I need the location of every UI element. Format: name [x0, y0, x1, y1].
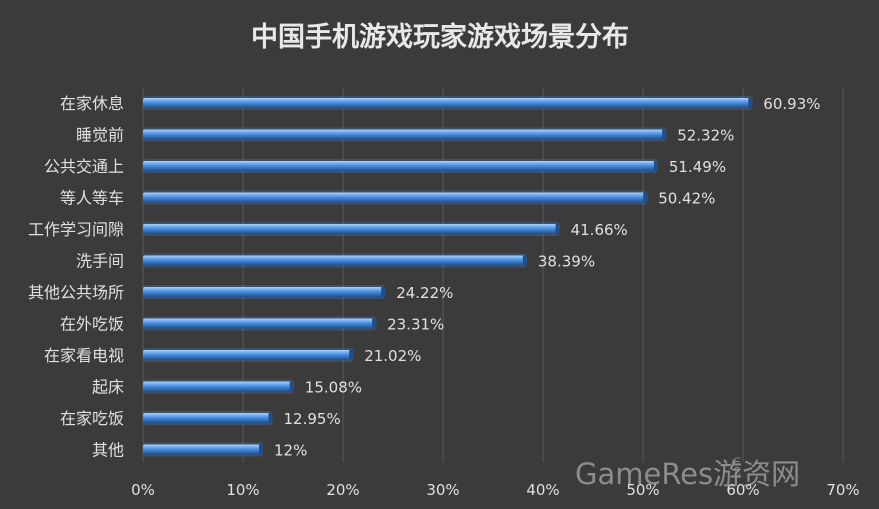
data-label: 12% — [274, 442, 307, 460]
data-label: 52.32% — [677, 127, 734, 145]
bar — [143, 98, 753, 108]
category-labels: 在家休息睡觉前公共交通上等人等车工作学习间隙洗手间其他公共场所在外吃饭在家看电视… — [28, 94, 124, 460]
bar-end-cap — [662, 129, 667, 140]
bar — [143, 444, 263, 455]
watermark-text: GameRes游资网 — [575, 457, 800, 491]
category-label: 工作学习间隙 — [28, 220, 124, 239]
category-label: 公共交通上 — [44, 157, 124, 176]
bar-end-cap — [349, 350, 354, 360]
bar-end-cap — [268, 413, 273, 423]
x-tick-label: 30% — [426, 481, 459, 499]
x-tick-labels: 0% 10% 20% 30% 40% 50% 60% 70% — [131, 481, 860, 499]
bar — [143, 381, 294, 392]
bar-end-cap — [643, 192, 648, 203]
x-tick-label: 10% — [226, 481, 259, 499]
bar — [143, 413, 273, 423]
category-label: 等人等车 — [60, 189, 124, 208]
bar — [143, 318, 377, 329]
bar-end-cap — [653, 161, 658, 171]
category-label: 睡觉前 — [76, 126, 124, 145]
gridlines — [142, 87, 844, 462]
bar — [143, 192, 648, 203]
category-label: 在家看电视 — [44, 346, 124, 365]
category-label: 洗手间 — [76, 252, 124, 271]
x-tick-label: 60% — [726, 481, 759, 499]
bar — [143, 255, 527, 266]
bar-end-cap — [748, 98, 753, 108]
x-tick-label: 40% — [526, 481, 559, 499]
bar-end-cap — [522, 255, 527, 266]
value-labels: 60.93% 52.32% 51.49% 50.42% 41.66% 38.39% 24.2… — [274, 95, 821, 460]
category-label: 其他公共场所 — [28, 283, 124, 302]
bar-end-cap — [289, 381, 294, 392]
watermark-small: com — [732, 457, 743, 478]
data-label: 41.66% — [571, 221, 628, 239]
data-label: 21.02% — [364, 347, 421, 365]
bar-end-cap — [372, 318, 377, 329]
bar — [143, 129, 667, 140]
data-label: 15.08% — [305, 379, 362, 397]
data-label: 23.31% — [387, 316, 444, 334]
bar-end-cap — [555, 224, 560, 234]
data-label: 38.39% — [538, 253, 595, 271]
category-label: 在家吃饭 — [60, 409, 124, 428]
bar — [143, 287, 386, 297]
x-tick-label: 50% — [626, 481, 659, 499]
bar-end-cap — [381, 287, 386, 297]
x-tick-label: 20% — [326, 481, 359, 499]
category-label: 在家休息 — [60, 94, 124, 113]
data-label: 50.42% — [658, 190, 715, 208]
chart-title: 中国手机游戏玩家游戏场景分布 — [251, 21, 629, 53]
bar — [143, 161, 658, 171]
category-label: 在外吃饭 — [60, 315, 124, 334]
bar — [143, 350, 354, 360]
data-label: 51.49% — [669, 158, 726, 176]
data-label: 24.22% — [396, 284, 453, 302]
data-label: 12.95% — [284, 410, 341, 428]
watermark: GameRes游资网 com — [575, 457, 800, 491]
bar-end-cap — [259, 444, 263, 455]
x-tick-label: 70% — [826, 481, 859, 499]
data-label: 60.93% — [763, 95, 820, 113]
category-label: 起床 — [92, 378, 124, 397]
x-tick-label: 0% — [131, 481, 155, 499]
category-label: 其他 — [92, 441, 124, 460]
bar — [143, 224, 560, 234]
bars — [143, 96, 753, 457]
